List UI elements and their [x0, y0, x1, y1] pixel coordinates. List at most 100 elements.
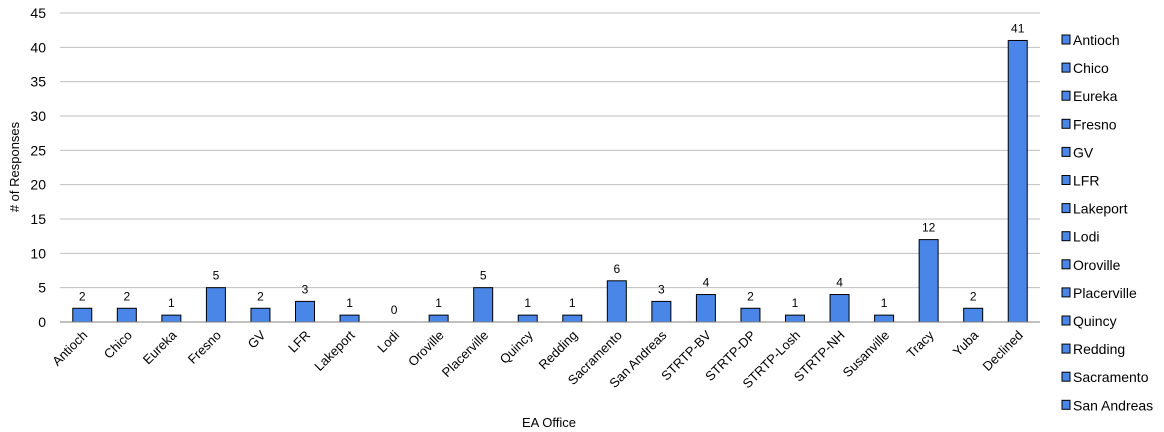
bar: [340, 315, 359, 322]
bar: [964, 308, 983, 322]
legend-label: GV: [1073, 144, 1094, 160]
legend: Antioch Chico Eureka Fresno GV LFR Lakeport Lod…: [1062, 32, 1153, 413]
gridlines: [60, 13, 1040, 288]
y-tick-label: 10: [30, 245, 46, 261]
data-label: 4: [836, 276, 843, 290]
data-label: 1: [435, 296, 442, 310]
legend-label: Redding: [1073, 341, 1125, 357]
data-label: 5: [480, 269, 487, 283]
y-tick-label: 15: [30, 211, 46, 227]
bar: [830, 295, 849, 322]
y-tick-label: 30: [30, 108, 46, 124]
legend-label: Oroville: [1073, 257, 1121, 273]
legend-label: San Andreas: [1073, 397, 1153, 413]
legend-swatch: [1062, 316, 1070, 325]
bar: [117, 308, 136, 322]
x-tick-label: Yuba: [950, 327, 982, 359]
y-tick-label: 45: [30, 5, 46, 21]
legend-label: Fresno: [1073, 116, 1117, 132]
data-label: 12: [922, 221, 936, 235]
legend-swatch: [1062, 119, 1070, 128]
bar: [296, 301, 315, 322]
legend-swatch: [1062, 63, 1070, 72]
bar: [206, 288, 225, 322]
bar: [429, 315, 448, 322]
legend-swatch: [1062, 232, 1070, 241]
data-label: 2: [747, 289, 754, 303]
legend-swatch: [1062, 204, 1070, 213]
legend-swatch: [1062, 288, 1070, 297]
legend-swatch: [1062, 400, 1070, 409]
y-axis-ticks: 0 5 10 15 20 25 30 35 40 45: [30, 5, 46, 330]
data-label: 0: [391, 303, 398, 317]
x-tick-label: Susanville: [840, 328, 893, 381]
x-tick-label: LFR: [285, 328, 313, 356]
data-label: 1: [346, 296, 353, 310]
legend-swatch: [1062, 35, 1070, 44]
x-tick-label: Chico: [101, 328, 135, 362]
x-tick-label: Redding: [536, 328, 581, 373]
data-label: 2: [970, 289, 977, 303]
bar: [518, 315, 537, 322]
data-label: 1: [792, 296, 799, 310]
bar: [73, 308, 92, 322]
bar: [162, 315, 181, 322]
data-label: 3: [302, 282, 309, 296]
legend-label: Antioch: [1073, 32, 1120, 48]
x-tick-label: Fresno: [185, 328, 224, 367]
legend-label: LFR: [1073, 173, 1099, 189]
bar: [786, 315, 805, 322]
x-tick-label: Lakeport: [311, 327, 358, 374]
legend-swatch: [1062, 260, 1070, 269]
legend-label: Sacramento: [1073, 369, 1149, 385]
data-label: 2: [257, 289, 264, 303]
legend-swatch: [1062, 176, 1070, 185]
legend-swatch: [1062, 372, 1070, 381]
y-tick-label: 20: [30, 177, 46, 193]
bar: [652, 301, 671, 322]
legend-label: Quincy: [1073, 313, 1117, 329]
legend-label: Eureka: [1073, 88, 1118, 104]
data-label: 1: [168, 296, 175, 310]
legend-swatch: [1062, 147, 1070, 156]
y-tick-label: 5: [38, 280, 46, 296]
bar: [1008, 40, 1027, 322]
bar: [919, 240, 938, 322]
x-tick-label: Eureka: [140, 327, 180, 367]
bar: [875, 315, 894, 322]
data-label: 1: [524, 296, 531, 310]
x-tick-label: Antioch: [49, 328, 90, 369]
x-tick-label: GV: [245, 327, 269, 351]
data-label: 6: [613, 262, 620, 276]
x-tick-label: Declined: [979, 328, 1025, 374]
data-label: 4: [703, 276, 710, 290]
bar: [563, 315, 582, 322]
data-label: 2: [123, 289, 130, 303]
y-tick-label: 25: [30, 142, 46, 158]
legend-label: Chico: [1073, 60, 1109, 76]
x-tick-label: Lodi: [374, 327, 402, 355]
x-axis-title: EA Office: [522, 415, 576, 430]
x-tick-label: Tracy: [904, 327, 938, 361]
bar: [251, 308, 270, 322]
bar: [741, 308, 760, 322]
data-label: 2: [79, 289, 86, 303]
x-tick-label: Placerville: [439, 328, 492, 381]
y-tick-label: 40: [30, 39, 46, 55]
bar: [607, 281, 626, 322]
y-axis-title: # of Responses: [7, 121, 22, 212]
legend-label: Lakeport: [1073, 201, 1128, 217]
data-label: 41: [1011, 21, 1025, 35]
data-label: 5: [213, 269, 220, 283]
x-tick-label: Quincy: [497, 327, 537, 367]
legend-label: Lodi: [1073, 229, 1099, 245]
bar: [696, 295, 715, 322]
legend-swatch: [1062, 91, 1070, 100]
y-tick-label: 35: [30, 74, 46, 90]
data-label: 1: [569, 296, 576, 310]
legend-swatch: [1062, 344, 1070, 353]
bar: [474, 288, 493, 322]
